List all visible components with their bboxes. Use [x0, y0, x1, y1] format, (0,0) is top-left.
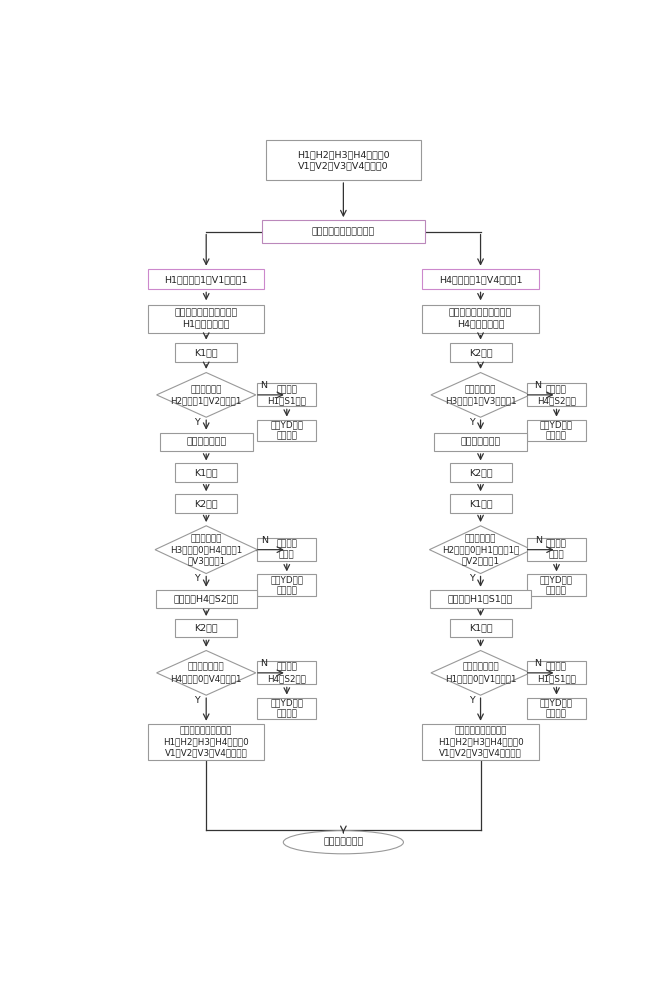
FancyBboxPatch shape — [527, 383, 586, 406]
Ellipse shape — [283, 831, 403, 854]
Text: K2闭合: K2闭合 — [194, 499, 218, 508]
Text: Y: Y — [468, 696, 474, 705]
Text: K1断开: K1断开 — [194, 468, 218, 477]
FancyBboxPatch shape — [527, 698, 586, 719]
Text: Y: Y — [194, 574, 200, 583]
FancyBboxPatch shape — [450, 619, 512, 637]
FancyBboxPatch shape — [257, 383, 316, 406]
Text: 列车停在
H1和S1之间: 列车停在 H1和S1之间 — [267, 385, 306, 405]
Text: 列车停在
H4和S2之间: 列车停在 H4和S2之间 — [537, 385, 576, 405]
Polygon shape — [157, 373, 256, 417]
FancyBboxPatch shape — [266, 140, 421, 180]
Text: 列车进入H4和S2之间: 列车进入H4和S2之间 — [174, 594, 239, 603]
FancyBboxPatch shape — [450, 494, 512, 513]
FancyBboxPatch shape — [262, 220, 425, 243]
Text: H4的状态为1或V4状态为1: H4的状态为1或V4状态为1 — [439, 275, 523, 284]
FancyBboxPatch shape — [257, 698, 316, 719]
FancyBboxPatch shape — [175, 619, 237, 637]
Text: 列车停在
H4和S2之间: 列车停在 H4和S2之间 — [267, 663, 306, 683]
Text: K1断开: K1断开 — [469, 624, 492, 633]
FancyBboxPatch shape — [422, 305, 539, 333]
FancyBboxPatch shape — [450, 463, 512, 482]
FancyBboxPatch shape — [257, 661, 316, 684]
Text: 通过YD通知
调度系统: 通过YD通知 调度系统 — [270, 575, 304, 595]
Text: N: N — [260, 659, 267, 668]
Text: 列车进入H1和S1之间: 列车进入H1和S1之间 — [448, 594, 513, 603]
FancyBboxPatch shape — [527, 574, 586, 596]
Text: 电力列车从接触网一驶过
H1，进入分相区: 电力列车从接触网一驶过 H1，进入分相区 — [175, 309, 238, 329]
FancyBboxPatch shape — [159, 433, 253, 451]
Text: 规定时间出现
H3状态为0且H4状态为1
或V3状态为1: 规定时间出现 H3状态为0且H4状态为1 或V3状态为1 — [170, 534, 243, 565]
FancyBboxPatch shape — [527, 661, 586, 684]
Text: 自动过分相结束: 自动过分相结束 — [323, 838, 364, 847]
FancyBboxPatch shape — [422, 269, 539, 289]
FancyBboxPatch shape — [175, 343, 237, 362]
Text: 电力列车驶出分相区，
H1、H2、H3、H4状态为0
V1、V2、V3、V4状态归零: 电力列车驶出分相区， H1、H2、H3、H4状态为0 V1、V2、V3、V4状态… — [163, 727, 249, 758]
Text: K2断开: K2断开 — [194, 624, 218, 633]
Text: K2闭合: K2闭合 — [469, 348, 492, 357]
Text: N: N — [534, 659, 541, 668]
FancyBboxPatch shape — [527, 538, 586, 561]
FancyBboxPatch shape — [175, 463, 237, 482]
Text: 通过YD通知
调度系统: 通过YD通知 调度系统 — [540, 420, 573, 440]
Text: 列车进入中性段: 列车进入中性段 — [186, 437, 226, 446]
Text: 列车进入中性段: 列车进入中性段 — [460, 437, 500, 446]
FancyBboxPatch shape — [434, 433, 527, 451]
Text: Y: Y — [468, 574, 474, 583]
FancyBboxPatch shape — [148, 269, 265, 289]
FancyBboxPatch shape — [148, 305, 265, 333]
FancyBboxPatch shape — [422, 724, 539, 760]
Text: 列车停在
中性段: 列车停在 中性段 — [276, 540, 297, 560]
Text: 规定时间出现
H3状态为1或V3状态为1: 规定时间出现 H3状态为1或V3状态为1 — [445, 385, 517, 405]
FancyBboxPatch shape — [148, 724, 265, 760]
Text: Y: Y — [194, 418, 200, 427]
Text: N: N — [534, 381, 541, 390]
Polygon shape — [429, 526, 532, 574]
Text: Y: Y — [194, 696, 200, 705]
FancyBboxPatch shape — [430, 590, 531, 608]
FancyBboxPatch shape — [257, 574, 316, 596]
Text: Y: Y — [468, 418, 474, 427]
FancyBboxPatch shape — [156, 590, 257, 608]
Text: 列车停在
H1和S1之间: 列车停在 H1和S1之间 — [537, 663, 576, 683]
FancyBboxPatch shape — [257, 538, 316, 561]
Text: N: N — [261, 536, 268, 545]
Polygon shape — [157, 651, 256, 695]
Text: 规定时间出现
H2状态为0且H1状态为1，
或V2状态为1: 规定时间出现 H2状态为0且H1状态为1， 或V2状态为1 — [442, 534, 519, 565]
Text: H1、H2、H3、H4状态为0
V1、V2、V3、V4状态为0: H1、H2、H3、H4状态为0 V1、V2、V3、V4状态为0 — [297, 150, 390, 170]
Text: 通过YD通知
调度系统: 通过YD通知 调度系统 — [270, 420, 304, 440]
Text: 通过YD通知
调度系统: 通过YD通知 调度系统 — [540, 575, 573, 595]
Text: 规定时间内出现
H1状态为0且V1状态为1: 规定时间内出现 H1状态为0且V1状态为1 — [445, 663, 517, 683]
Text: K1闭合: K1闭合 — [469, 499, 492, 508]
Text: K2断开: K2断开 — [469, 468, 492, 477]
Polygon shape — [431, 651, 530, 695]
Text: 通过YD通知
调度系统: 通过YD通知 调度系统 — [270, 698, 304, 718]
Text: 通过YD通知
调度系统: 通过YD通知 调度系统 — [540, 698, 573, 718]
Text: N: N — [535, 536, 543, 545]
Text: 电力列车驶出分相区，
H1、H2、H3、H4状态为0
V1、V2、V3、V4状态归零: 电力列车驶出分相区， H1、H2、H3、H4状态为0 V1、V2、V3、V4状态… — [438, 727, 523, 758]
Text: 规定时间出现
H2状态为1或V2状态为1: 规定时间出现 H2状态为1或V2状态为1 — [170, 385, 242, 405]
Text: 列车停在
中性段: 列车停在 中性段 — [546, 540, 567, 560]
FancyBboxPatch shape — [450, 343, 512, 362]
Text: 电力列车从接触网二驶过
H4，进入分相区: 电力列车从接触网二驶过 H4，进入分相区 — [449, 309, 512, 329]
Polygon shape — [431, 373, 530, 417]
FancyBboxPatch shape — [527, 420, 586, 441]
Text: H1的状态为1或V1状态为1: H1的状态为1或V1状态为1 — [164, 275, 248, 284]
Text: 无电力列车驶入分相区间: 无电力列车驶入分相区间 — [312, 227, 375, 236]
FancyBboxPatch shape — [257, 420, 316, 441]
Text: 规定时间内出现
H4状态为0且V4状态为1: 规定时间内出现 H4状态为0且V4状态为1 — [170, 663, 242, 683]
Text: K1闭合: K1闭合 — [194, 348, 218, 357]
FancyBboxPatch shape — [175, 494, 237, 513]
Text: N: N — [260, 381, 267, 390]
Polygon shape — [155, 526, 257, 574]
